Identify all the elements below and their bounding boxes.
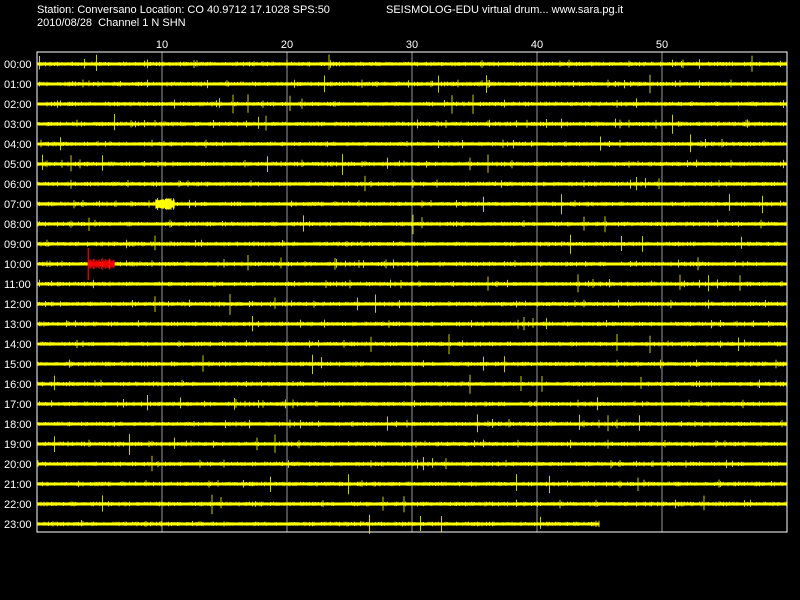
trace-noise bbox=[37, 334, 787, 355]
event-noise bbox=[87, 258, 115, 270]
trace-noise bbox=[37, 134, 787, 153]
hour-label: 19:00 bbox=[4, 439, 32, 451]
minute-label: 10 bbox=[156, 39, 168, 51]
hour-label: 05:00 bbox=[4, 159, 32, 171]
minute-label: 40 bbox=[531, 39, 543, 51]
trace-line bbox=[38, 222, 787, 226]
trace-noise bbox=[37, 94, 787, 114]
trace-line bbox=[38, 242, 787, 246]
trace-line bbox=[38, 462, 787, 466]
minute-label: 30 bbox=[406, 39, 418, 51]
hour-label: 07:00 bbox=[4, 199, 32, 211]
trace-line bbox=[38, 142, 787, 146]
minute-label: 20 bbox=[281, 39, 293, 51]
hour-label: 16:00 bbox=[4, 379, 32, 391]
trace-line bbox=[38, 322, 787, 326]
hour-label: 01:00 bbox=[4, 79, 32, 91]
trace-noise bbox=[37, 214, 787, 235]
trace-line bbox=[38, 382, 787, 386]
trace-noise bbox=[37, 234, 787, 254]
trace-line bbox=[38, 62, 787, 66]
trace-line bbox=[38, 442, 787, 446]
hour-label: 11:00 bbox=[4, 279, 31, 291]
hour-label: 03:00 bbox=[4, 119, 32, 131]
trace-line bbox=[38, 262, 787, 266]
hour-label: 06:00 bbox=[4, 179, 32, 191]
trace-noise bbox=[37, 354, 787, 375]
trace-noise bbox=[37, 294, 787, 315]
trace-line bbox=[38, 422, 787, 426]
seismic-traces bbox=[37, 54, 787, 534]
trace-line bbox=[38, 362, 787, 366]
hour-label: 18:00 bbox=[4, 419, 32, 431]
trace-line bbox=[38, 342, 787, 346]
hour-label: 08:00 bbox=[4, 219, 32, 231]
trace-noise bbox=[37, 315, 787, 332]
trace-noise bbox=[37, 74, 787, 94]
trace-noise bbox=[37, 414, 787, 433]
trace-line bbox=[38, 302, 787, 306]
trace-noise bbox=[37, 434, 787, 455]
hour-label: 20:00 bbox=[4, 459, 32, 471]
hour-label: 04:00 bbox=[4, 139, 32, 151]
hour-label: 17:00 bbox=[4, 399, 32, 411]
site-info-text: SEISMOLOG-EDU virtual drum... www.sara.p… bbox=[386, 4, 624, 16]
hour-label: 02:00 bbox=[4, 99, 32, 111]
trace-noise bbox=[37, 455, 787, 472]
date-channel-text: 2010/08/28 Channel 1 N SHN bbox=[37, 17, 186, 29]
trace-line bbox=[38, 82, 787, 86]
hour-label: 22:00 bbox=[4, 499, 32, 511]
hour-label: 09:00 bbox=[4, 239, 32, 251]
minute-grid bbox=[161, 52, 663, 532]
hour-label: 13:00 bbox=[4, 319, 32, 331]
trace-noise bbox=[37, 374, 787, 394]
event-marker bbox=[87, 248, 115, 280]
axis-labels: 10 20 30 40 50 00:00 01:00 02:00 03:00 04:00 05:00… bbox=[4, 39, 668, 531]
trace-line bbox=[38, 502, 787, 506]
trace-line bbox=[38, 162, 787, 166]
station-info-text: Station: Conversano Location: CO 40.9712… bbox=[37, 4, 330, 16]
hour-label: 14:00 bbox=[4, 339, 32, 351]
minute-label: 50 bbox=[656, 39, 668, 51]
trace-line bbox=[38, 282, 787, 286]
trace-noise bbox=[37, 54, 787, 72]
hour-label: 12:00 bbox=[4, 299, 32, 311]
trace-noise bbox=[37, 154, 787, 175]
trace-noise bbox=[37, 194, 787, 215]
trace-noise bbox=[37, 474, 787, 495]
trace-noise bbox=[37, 255, 787, 271]
trace-noise bbox=[37, 274, 787, 293]
hour-label: 00:00 bbox=[4, 59, 32, 71]
trace-noise bbox=[37, 395, 787, 411]
trace-noise bbox=[37, 114, 787, 134]
trace-noise bbox=[37, 514, 600, 534]
trace-line bbox=[38, 202, 787, 206]
trace-line bbox=[38, 182, 787, 186]
hour-label: 10:00 bbox=[4, 259, 32, 271]
trace-noise bbox=[37, 494, 787, 515]
hour-label: 23:00 bbox=[4, 519, 32, 531]
trace-line bbox=[38, 402, 787, 406]
hour-label: 15:00 bbox=[4, 359, 32, 371]
trace-line bbox=[38, 482, 787, 486]
trace-line bbox=[38, 122, 787, 126]
trace-noise bbox=[37, 175, 787, 192]
hour-label: 21:00 bbox=[4, 479, 32, 491]
trace-line bbox=[38, 102, 787, 106]
